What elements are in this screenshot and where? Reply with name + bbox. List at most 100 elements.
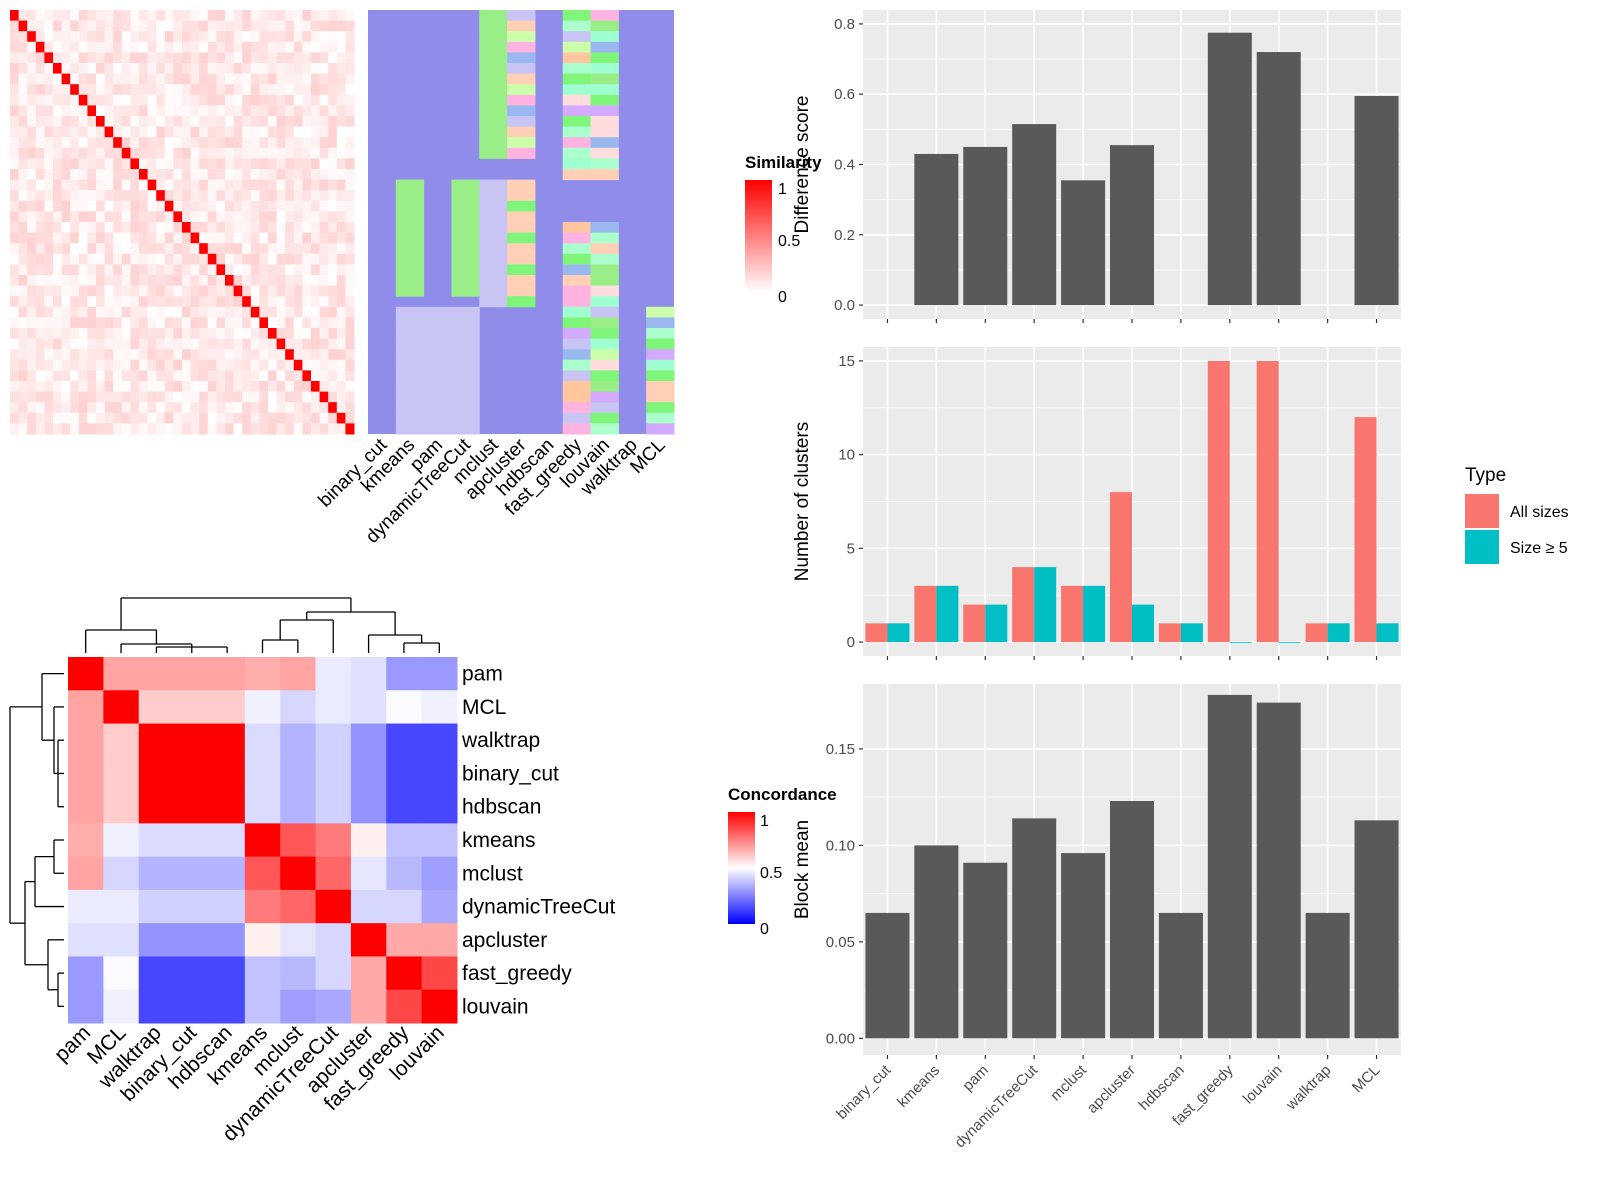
similarity-cell [225, 306, 235, 318]
concordance-cell [421, 790, 458, 824]
similarity-cell [61, 10, 71, 22]
similarity-cell [156, 381, 166, 393]
similarity-cell [18, 63, 28, 75]
similarity-cell [10, 275, 20, 287]
x-tick-label: mclust [1047, 1061, 1090, 1104]
similarity-cell [285, 84, 295, 96]
similarity-cell [345, 381, 355, 393]
membership-cell [590, 84, 619, 96]
similarity-cell [216, 222, 226, 234]
similarity-cell [70, 243, 80, 255]
similarity-cell [87, 306, 97, 318]
similarity-cell [164, 52, 174, 64]
concordance-cell [386, 756, 423, 791]
similarity-cell [311, 296, 321, 308]
similarity-cell [293, 84, 303, 96]
similarity-cell [259, 296, 269, 308]
similarity-cell [78, 63, 88, 75]
membership-cell [507, 126, 536, 138]
membership-cell [590, 147, 619, 159]
similarity-cell [70, 338, 80, 350]
similarity-cell [319, 275, 329, 287]
similarity-cell [61, 349, 71, 361]
similarity-cell [336, 296, 346, 308]
similarity-cell [225, 391, 235, 403]
similarity-legend-tick: 1 [778, 181, 787, 198]
similarity-cell [268, 94, 278, 106]
similarity-cell [190, 317, 200, 329]
similarity-cell [35, 126, 45, 138]
similarity-cell [104, 222, 114, 234]
concordance-row-label: fast_greedy [462, 962, 572, 985]
similarity-cell [207, 158, 217, 170]
similarity-cell [35, 243, 45, 255]
similarity-cell [121, 285, 131, 297]
concordance-cell [350, 690, 387, 725]
similarity-cell [242, 169, 252, 181]
similarity-cell [27, 126, 37, 138]
similarity-cell [311, 222, 321, 234]
similarity-cell [311, 402, 321, 414]
similarity-cell [18, 190, 28, 202]
similarity-cell [311, 20, 321, 32]
similarity-cell [225, 232, 235, 244]
concordance-cell [421, 956, 458, 991]
similarity-cell [44, 306, 54, 318]
similarity-cell [139, 105, 149, 117]
similarity-cell [156, 63, 166, 75]
similarity-cell [61, 126, 71, 138]
similarity-cell [293, 31, 303, 43]
similarity-cell [345, 116, 355, 128]
x-tick-label: dynamicTreeCut [952, 1061, 1042, 1151]
similarity-cell [319, 20, 329, 32]
similarity-cell [328, 232, 338, 244]
membership-cell [562, 126, 592, 138]
y-tick-label: 0 [847, 634, 855, 651]
similarity-cell [78, 402, 88, 414]
similarity-cell [173, 116, 183, 128]
similarity-cell [190, 264, 200, 276]
similarity-cell [139, 338, 149, 350]
similarity-cell [10, 381, 20, 393]
membership-cell [507, 147, 536, 159]
membership-cell [395, 370, 425, 382]
similarity-cell [35, 179, 45, 191]
similarity-cell [27, 63, 37, 75]
concordance-row-label: pam [462, 663, 503, 686]
membership-cell [423, 412, 452, 424]
similarity-cell [18, 338, 28, 350]
membership-cell [451, 243, 480, 255]
similarity-cell [319, 328, 329, 340]
similarity-cell [70, 275, 80, 287]
similarity-cell [61, 200, 71, 212]
similarity-cell [336, 264, 346, 276]
similarity-cell [35, 169, 45, 181]
membership-cell [507, 105, 536, 117]
similarity-cell [190, 338, 200, 350]
similarity-cell [216, 412, 226, 424]
similarity-cell [268, 200, 278, 212]
membership-cell [590, 402, 619, 414]
similarity-cell [345, 190, 355, 202]
membership-cell [479, 222, 508, 234]
membership-cell [562, 10, 592, 22]
similarity-cell [130, 423, 140, 435]
similarity-cell [199, 222, 209, 234]
similarity-cell [35, 232, 45, 244]
similarity-cell [113, 306, 123, 318]
similarity-cell [250, 328, 260, 340]
similarity-diagonal-cell [336, 412, 346, 424]
similarity-cell [216, 253, 226, 265]
similarity-cell [130, 232, 140, 244]
similarity-cell [96, 190, 106, 202]
similarity-cell [276, 105, 286, 117]
similarity-cell [113, 222, 123, 234]
concordance-cell [280, 690, 317, 725]
similarity-cell [276, 306, 286, 318]
membership-cell [451, 423, 480, 435]
similarity-cell [70, 328, 80, 340]
similarity-cell [293, 285, 303, 297]
similarity-cell [302, 306, 312, 318]
similarity-cell [293, 10, 303, 22]
similarity-cell [319, 116, 329, 128]
